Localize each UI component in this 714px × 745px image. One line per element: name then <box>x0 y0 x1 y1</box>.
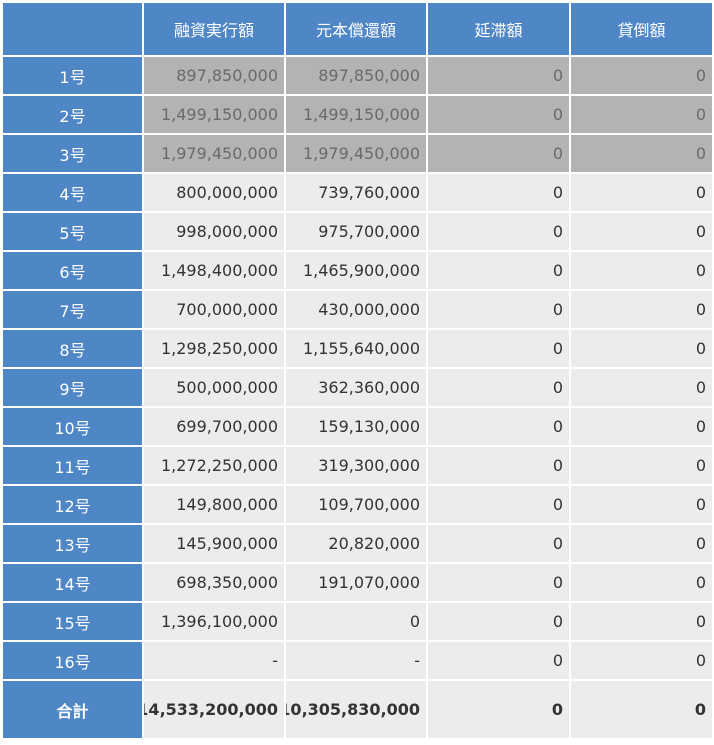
executed-amount-cell: 1,298,250,000 <box>144 330 284 367</box>
delinquent-amount-cell: 0 <box>428 135 569 172</box>
executed-amount-cell: 145,900,000 <box>144 525 284 562</box>
written-off-amount-cell: 0 <box>571 642 712 679</box>
total-written-off-amount: 0 <box>571 681 712 738</box>
executed-amount-cell: 800,000,000 <box>144 174 284 211</box>
row-label: 11号 <box>3 447 142 484</box>
written-off-amount-cell: 0 <box>571 330 712 367</box>
written-off-amount-cell: 0 <box>571 252 712 289</box>
executed-amount-cell: 1,272,250,000 <box>144 447 284 484</box>
repaid-amount-cell: 109,700,000 <box>286 486 426 523</box>
repaid-amount-cell: 897,850,000 <box>286 57 426 94</box>
executed-amount-cell: 698,350,000 <box>144 564 284 601</box>
repaid-amount-cell: 159,130,000 <box>286 408 426 445</box>
written-off-amount-cell: 0 <box>571 447 712 484</box>
header-principal-repaid: 元本償還額 <box>286 3 426 55</box>
written-off-amount-cell: 0 <box>571 135 712 172</box>
row-label: 12号 <box>3 486 142 523</box>
executed-amount-cell: 149,800,000 <box>144 486 284 523</box>
executed-amount-cell: 897,850,000 <box>144 57 284 94</box>
delinquent-amount-cell: 0 <box>428 447 569 484</box>
row-label: 13号 <box>3 525 142 562</box>
written-off-amount-cell: 0 <box>571 486 712 523</box>
executed-amount-cell: 700,000,000 <box>144 291 284 328</box>
loan-results-table: 融資実行額 元本償還額 延滞額 貸倒額 1号 897,850,000 897,8… <box>3 3 712 738</box>
row-label: 6号 <box>3 252 142 289</box>
repaid-amount-cell: 739,760,000 <box>286 174 426 211</box>
delinquent-amount-cell: 0 <box>428 408 569 445</box>
row-label: 2号 <box>3 96 142 133</box>
written-off-amount-cell: 0 <box>571 564 712 601</box>
delinquent-amount-cell: 0 <box>428 486 569 523</box>
delinquent-amount-cell: 0 <box>428 57 569 94</box>
row-label: 14号 <box>3 564 142 601</box>
header-delinquent-amount: 延滞額 <box>428 3 569 55</box>
row-label: 9号 <box>3 369 142 406</box>
header-executed-amount: 融資実行額 <box>144 3 284 55</box>
total-repaid-amount: 10,305,830,000 <box>286 681 426 738</box>
executed-amount-cell: 1,498,400,000 <box>144 252 284 289</box>
repaid-amount-cell: 319,300,000 <box>286 447 426 484</box>
delinquent-amount-cell: 0 <box>428 369 569 406</box>
executed-amount-cell: 1,979,450,000 <box>144 135 284 172</box>
executed-amount-cell: 699,700,000 <box>144 408 284 445</box>
row-label: 1号 <box>3 57 142 94</box>
written-off-amount-cell: 0 <box>571 174 712 211</box>
executed-amount-cell: 500,000,000 <box>144 369 284 406</box>
executed-amount-cell: 1,499,150,000 <box>144 96 284 133</box>
total-delinquent-amount: 0 <box>428 681 569 738</box>
delinquent-amount-cell: 0 <box>428 642 569 679</box>
repaid-amount-cell: - <box>286 642 426 679</box>
total-executed-amount: 14,533,200,000 <box>144 681 284 738</box>
total-label: 合計 <box>3 681 142 738</box>
row-label: 16号 <box>3 642 142 679</box>
executed-amount-cell: 998,000,000 <box>144 213 284 250</box>
written-off-amount-cell: 0 <box>571 369 712 406</box>
repaid-amount-cell: 1,499,150,000 <box>286 96 426 133</box>
delinquent-amount-cell: 0 <box>428 330 569 367</box>
repaid-amount-cell: 1,465,900,000 <box>286 252 426 289</box>
row-label: 15号 <box>3 603 142 640</box>
written-off-amount-cell: 0 <box>571 291 712 328</box>
executed-amount-cell: - <box>144 642 284 679</box>
written-off-amount-cell: 0 <box>571 57 712 94</box>
row-label: 3号 <box>3 135 142 172</box>
written-off-amount-cell: 0 <box>571 603 712 640</box>
delinquent-amount-cell: 0 <box>428 603 569 640</box>
written-off-amount-cell: 0 <box>571 213 712 250</box>
row-label: 8号 <box>3 330 142 367</box>
delinquent-amount-cell: 0 <box>428 291 569 328</box>
delinquent-amount-cell: 0 <box>428 96 569 133</box>
repaid-amount-cell: 1,979,450,000 <box>286 135 426 172</box>
header-corner <box>3 3 142 55</box>
repaid-amount-cell: 191,070,000 <box>286 564 426 601</box>
delinquent-amount-cell: 0 <box>428 525 569 562</box>
row-label: 4号 <box>3 174 142 211</box>
written-off-amount-cell: 0 <box>571 96 712 133</box>
row-label: 10号 <box>3 408 142 445</box>
repaid-amount-cell: 975,700,000 <box>286 213 426 250</box>
repaid-amount-cell: 1,155,640,000 <box>286 330 426 367</box>
repaid-amount-cell: 362,360,000 <box>286 369 426 406</box>
delinquent-amount-cell: 0 <box>428 564 569 601</box>
delinquent-amount-cell: 0 <box>428 252 569 289</box>
header-written-off-amount: 貸倒額 <box>571 3 712 55</box>
written-off-amount-cell: 0 <box>571 525 712 562</box>
row-label: 5号 <box>3 213 142 250</box>
executed-amount-cell: 1,396,100,000 <box>144 603 284 640</box>
repaid-amount-cell: 20,820,000 <box>286 525 426 562</box>
row-label: 7号 <box>3 291 142 328</box>
written-off-amount-cell: 0 <box>571 408 712 445</box>
delinquent-amount-cell: 0 <box>428 213 569 250</box>
repaid-amount-cell: 0 <box>286 603 426 640</box>
delinquent-amount-cell: 0 <box>428 174 569 211</box>
repaid-amount-cell: 430,000,000 <box>286 291 426 328</box>
